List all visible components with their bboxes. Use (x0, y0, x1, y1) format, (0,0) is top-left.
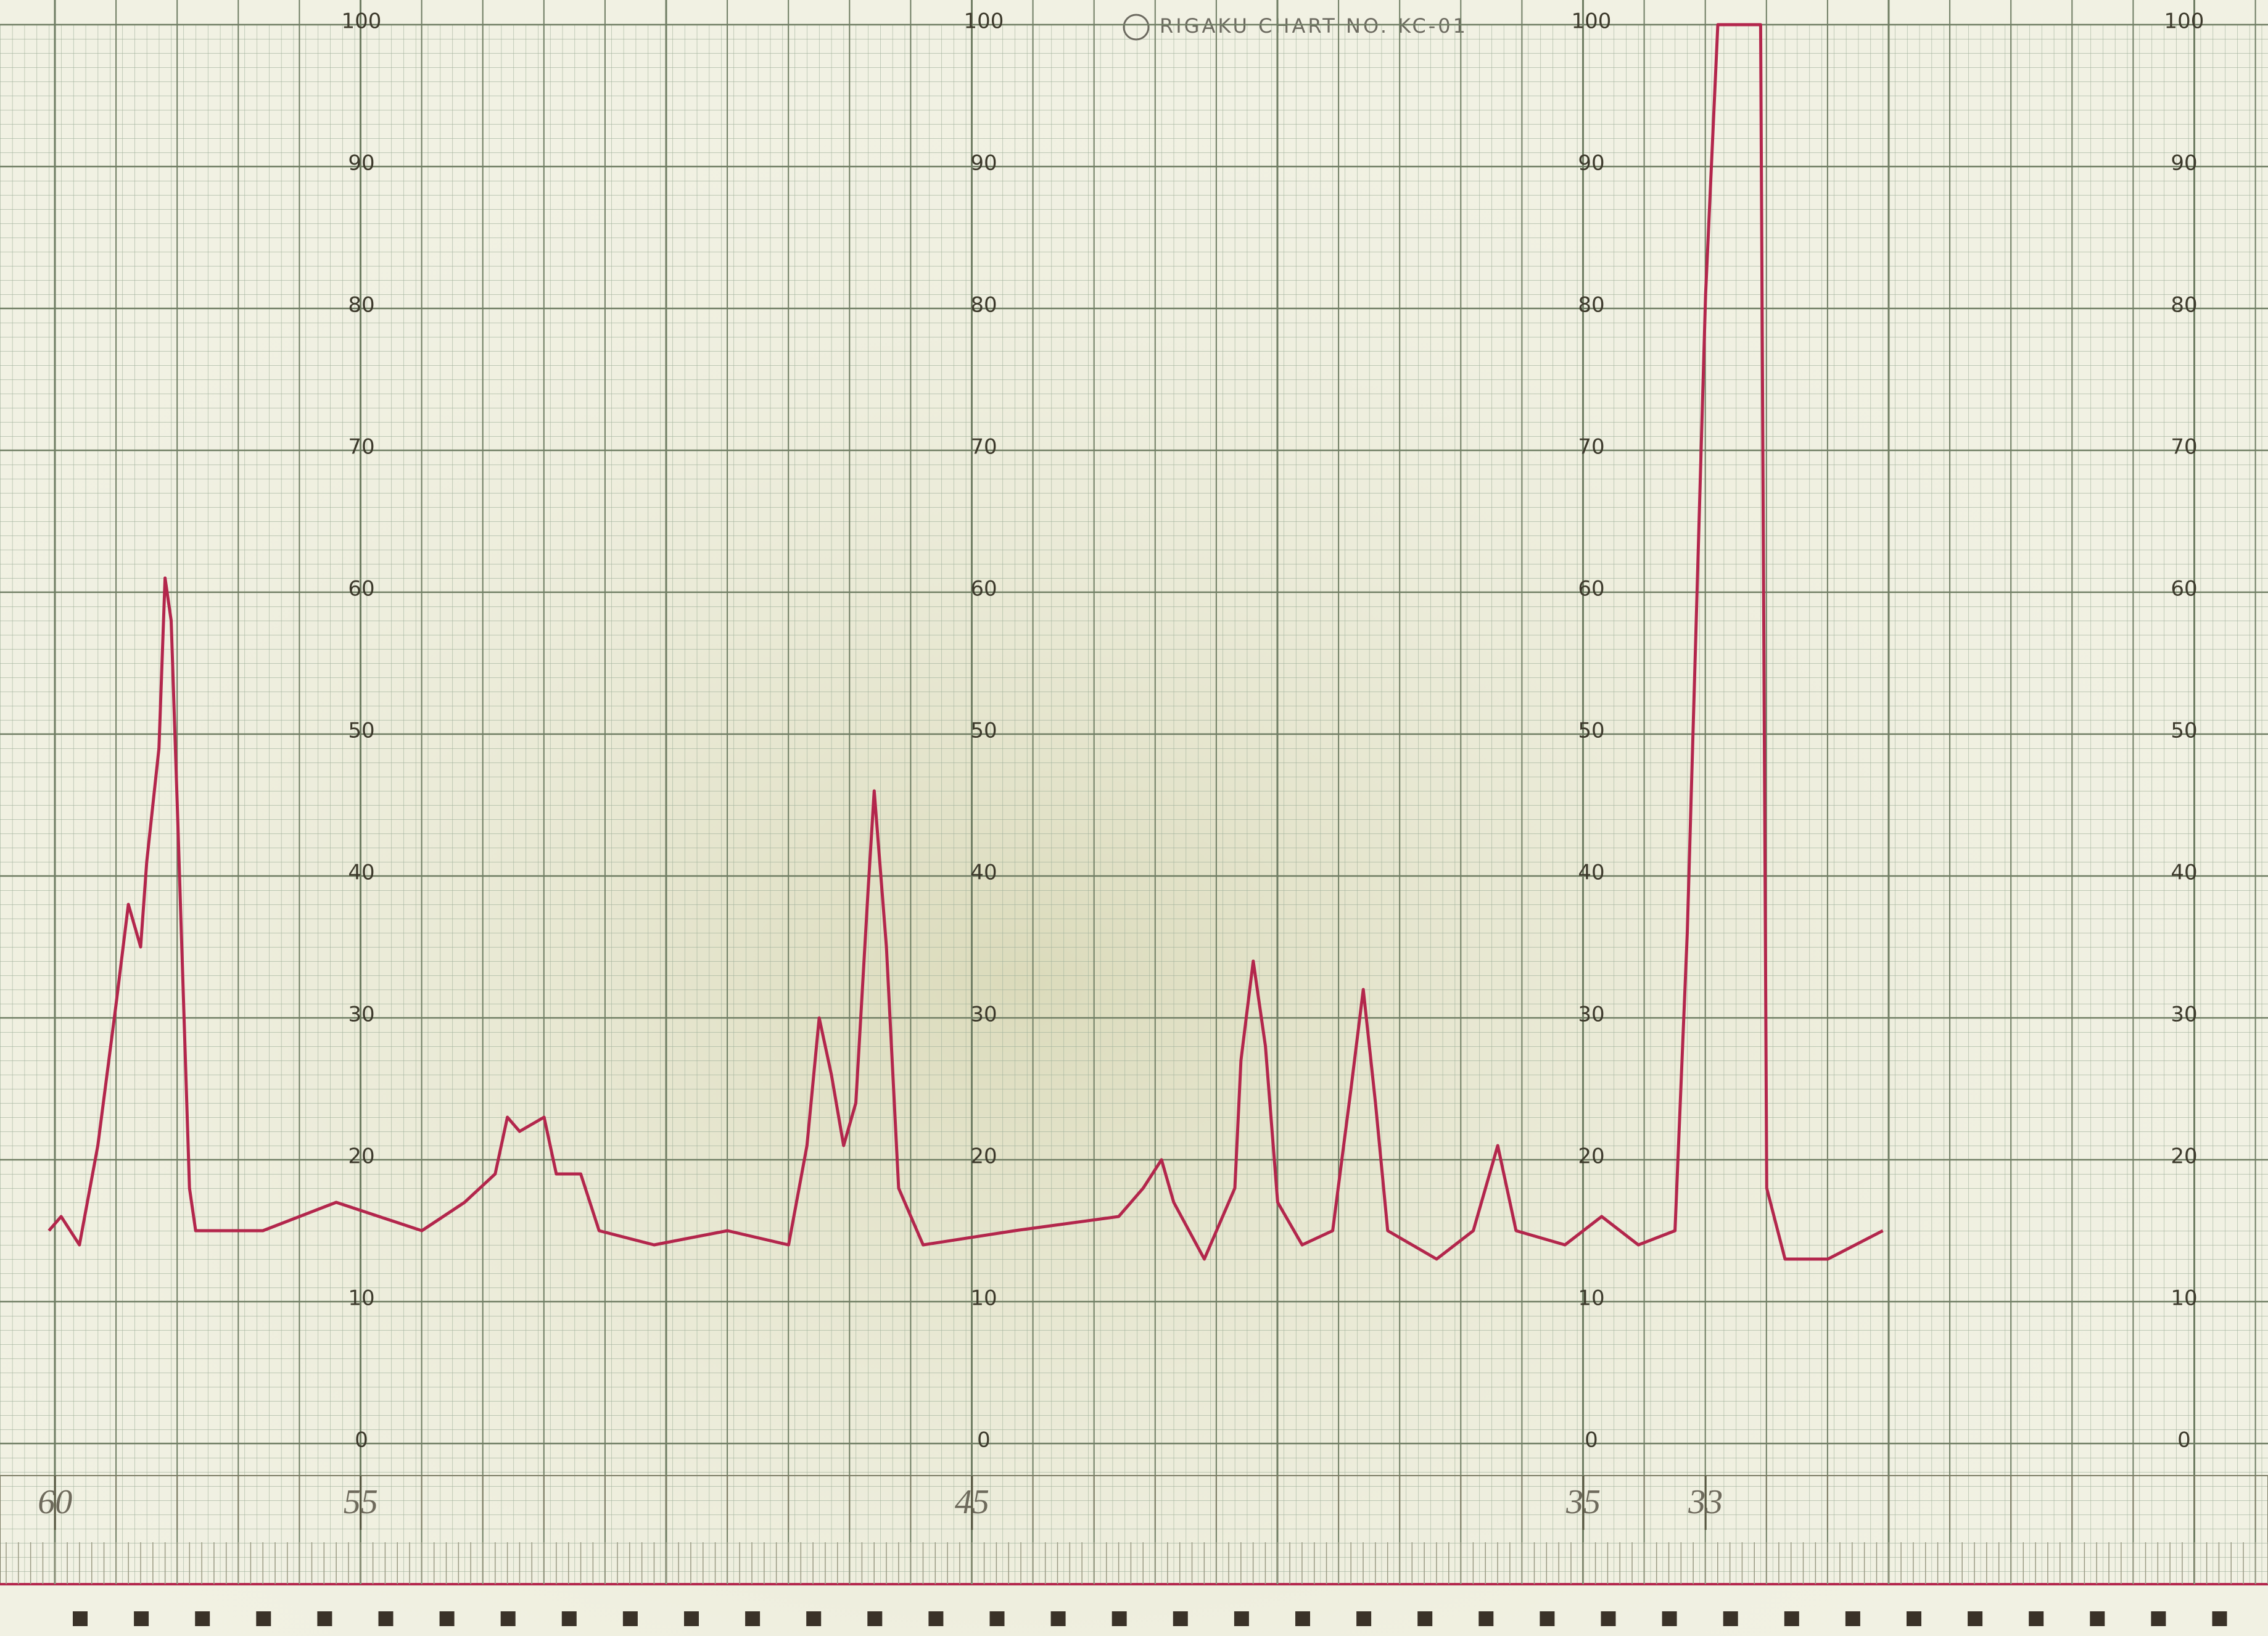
y-tick-label: 0 (355, 1428, 368, 1453)
sprocket-hole (1540, 1611, 1555, 1626)
y-tick-label: 70 (348, 435, 374, 460)
sprocket-hole (1356, 1611, 1372, 1626)
sprocket-hole (1050, 1611, 1066, 1626)
y-tick-label: 30 (348, 1002, 374, 1027)
logo (1123, 14, 1150, 41)
sprocket-hole (806, 1611, 822, 1626)
x-tick-label: 55 (344, 1483, 378, 1521)
y-tick-label: 10 (348, 1286, 374, 1311)
y-tick-label: 20 (1578, 1144, 1604, 1169)
y-tick-label: 30 (1578, 1002, 1604, 1027)
sprocket-hole (1662, 1611, 1677, 1626)
sprocket-hole (1601, 1611, 1616, 1626)
y-tick-label: 70 (2171, 435, 2197, 460)
sprocket-hole (928, 1611, 944, 1626)
y-tick-label: 50 (1578, 719, 1604, 743)
y-tick-label: 60 (970, 577, 997, 601)
sprocket-hole (195, 1611, 210, 1626)
y-tick-label: 0 (1585, 1428, 1598, 1453)
y-tick-label: 100 (342, 9, 382, 34)
sprocket-hole (1478, 1611, 1494, 1626)
y-tick-label: 30 (970, 1002, 997, 1027)
y-tick-label: 50 (348, 719, 374, 743)
y-tick-label: 60 (2171, 577, 2197, 601)
y-tick-label: 100 (964, 9, 1004, 34)
y-tick-label: 30 (2171, 1002, 2197, 1027)
sprocket-hole (500, 1611, 516, 1626)
sprocket-hole (2029, 1611, 2044, 1626)
y-tick-label: 20 (348, 1144, 374, 1169)
y-tick-label: 10 (1578, 1286, 1604, 1311)
y-tick-label: 0 (2177, 1428, 2191, 1453)
y-tick-label: 60 (1578, 577, 1604, 601)
y-tick-label: 100 (2164, 9, 2204, 34)
y-tick-label: 20 (2171, 1144, 2197, 1169)
y-tick-label: 10 (970, 1286, 997, 1311)
y-tick-label: 50 (2171, 719, 2197, 743)
y-tick-label: 80 (2171, 293, 2197, 318)
y-tick-label: 80 (348, 293, 374, 318)
y-tick-label: 90 (348, 151, 374, 176)
sprocket-hole (1173, 1611, 1188, 1626)
y-tick-label: 20 (970, 1144, 997, 1169)
y-tick-label: 70 (970, 435, 997, 460)
y-tick-label: 90 (2171, 151, 2197, 176)
sprocket-hole (561, 1611, 577, 1626)
sprocket-hole (2212, 1611, 2227, 1626)
sprocket-hole (134, 1611, 149, 1626)
sprocket-hole (317, 1611, 332, 1626)
chart-title: RIGAKU CHART NO. KC-01 (1160, 14, 1468, 38)
y-tick-label: 40 (348, 861, 374, 885)
trace (47, 23, 1884, 1261)
y-tick-label: 90 (1578, 151, 1604, 176)
sprocket-hole (745, 1611, 761, 1626)
y-tick-label: 60 (348, 577, 374, 601)
sprocket-hole (622, 1611, 638, 1626)
y-tick-label: 50 (970, 719, 997, 743)
y-tick-label: 70 (1578, 435, 1604, 460)
x-tick-label: 33 (1688, 1483, 1723, 1521)
sprocket-hole (2090, 1611, 2105, 1626)
sprocket-hole (73, 1611, 88, 1626)
x-tick-label: 35 (1565, 1483, 1601, 1521)
y-tick-label: 90 (970, 151, 997, 176)
sprocket-hole (378, 1611, 394, 1626)
y-tick-label: 0 (977, 1428, 991, 1453)
sprocket-hole (684, 1611, 699, 1626)
y-tick-label: 80 (1578, 293, 1604, 318)
sprocket-hole (1968, 1611, 1983, 1626)
sprocket-hole (867, 1611, 883, 1626)
sprocket-hole (256, 1611, 271, 1626)
minor-grid (0, 25, 2268, 1585)
sprocket-hole (2151, 1611, 2166, 1626)
sprocket-hole (1295, 1611, 1310, 1626)
sprocket-hole (1907, 1611, 1921, 1626)
y-tick-label: 10 (2171, 1286, 2197, 1311)
y-tick-label: 40 (1578, 861, 1604, 885)
y-tick-label: 80 (970, 293, 997, 318)
sprocket-hole (1784, 1611, 1799, 1626)
y-tick-label: 40 (970, 861, 997, 885)
sprocket-hole (989, 1611, 1005, 1626)
x-tick-label: 45 (955, 1483, 989, 1521)
sprocket-hole (1111, 1611, 1127, 1626)
x-tick-label: 60 (38, 1483, 72, 1521)
sprocket-hole (1417, 1611, 1433, 1626)
sprocket-hole (439, 1611, 455, 1626)
y-tick-label: 100 (1572, 9, 1612, 34)
y-tick-label: 40 (2171, 861, 2197, 885)
sprocket-hole (1845, 1611, 1860, 1626)
sprocket-hole (1234, 1611, 1249, 1626)
sprocket-hole (1723, 1611, 1738, 1626)
